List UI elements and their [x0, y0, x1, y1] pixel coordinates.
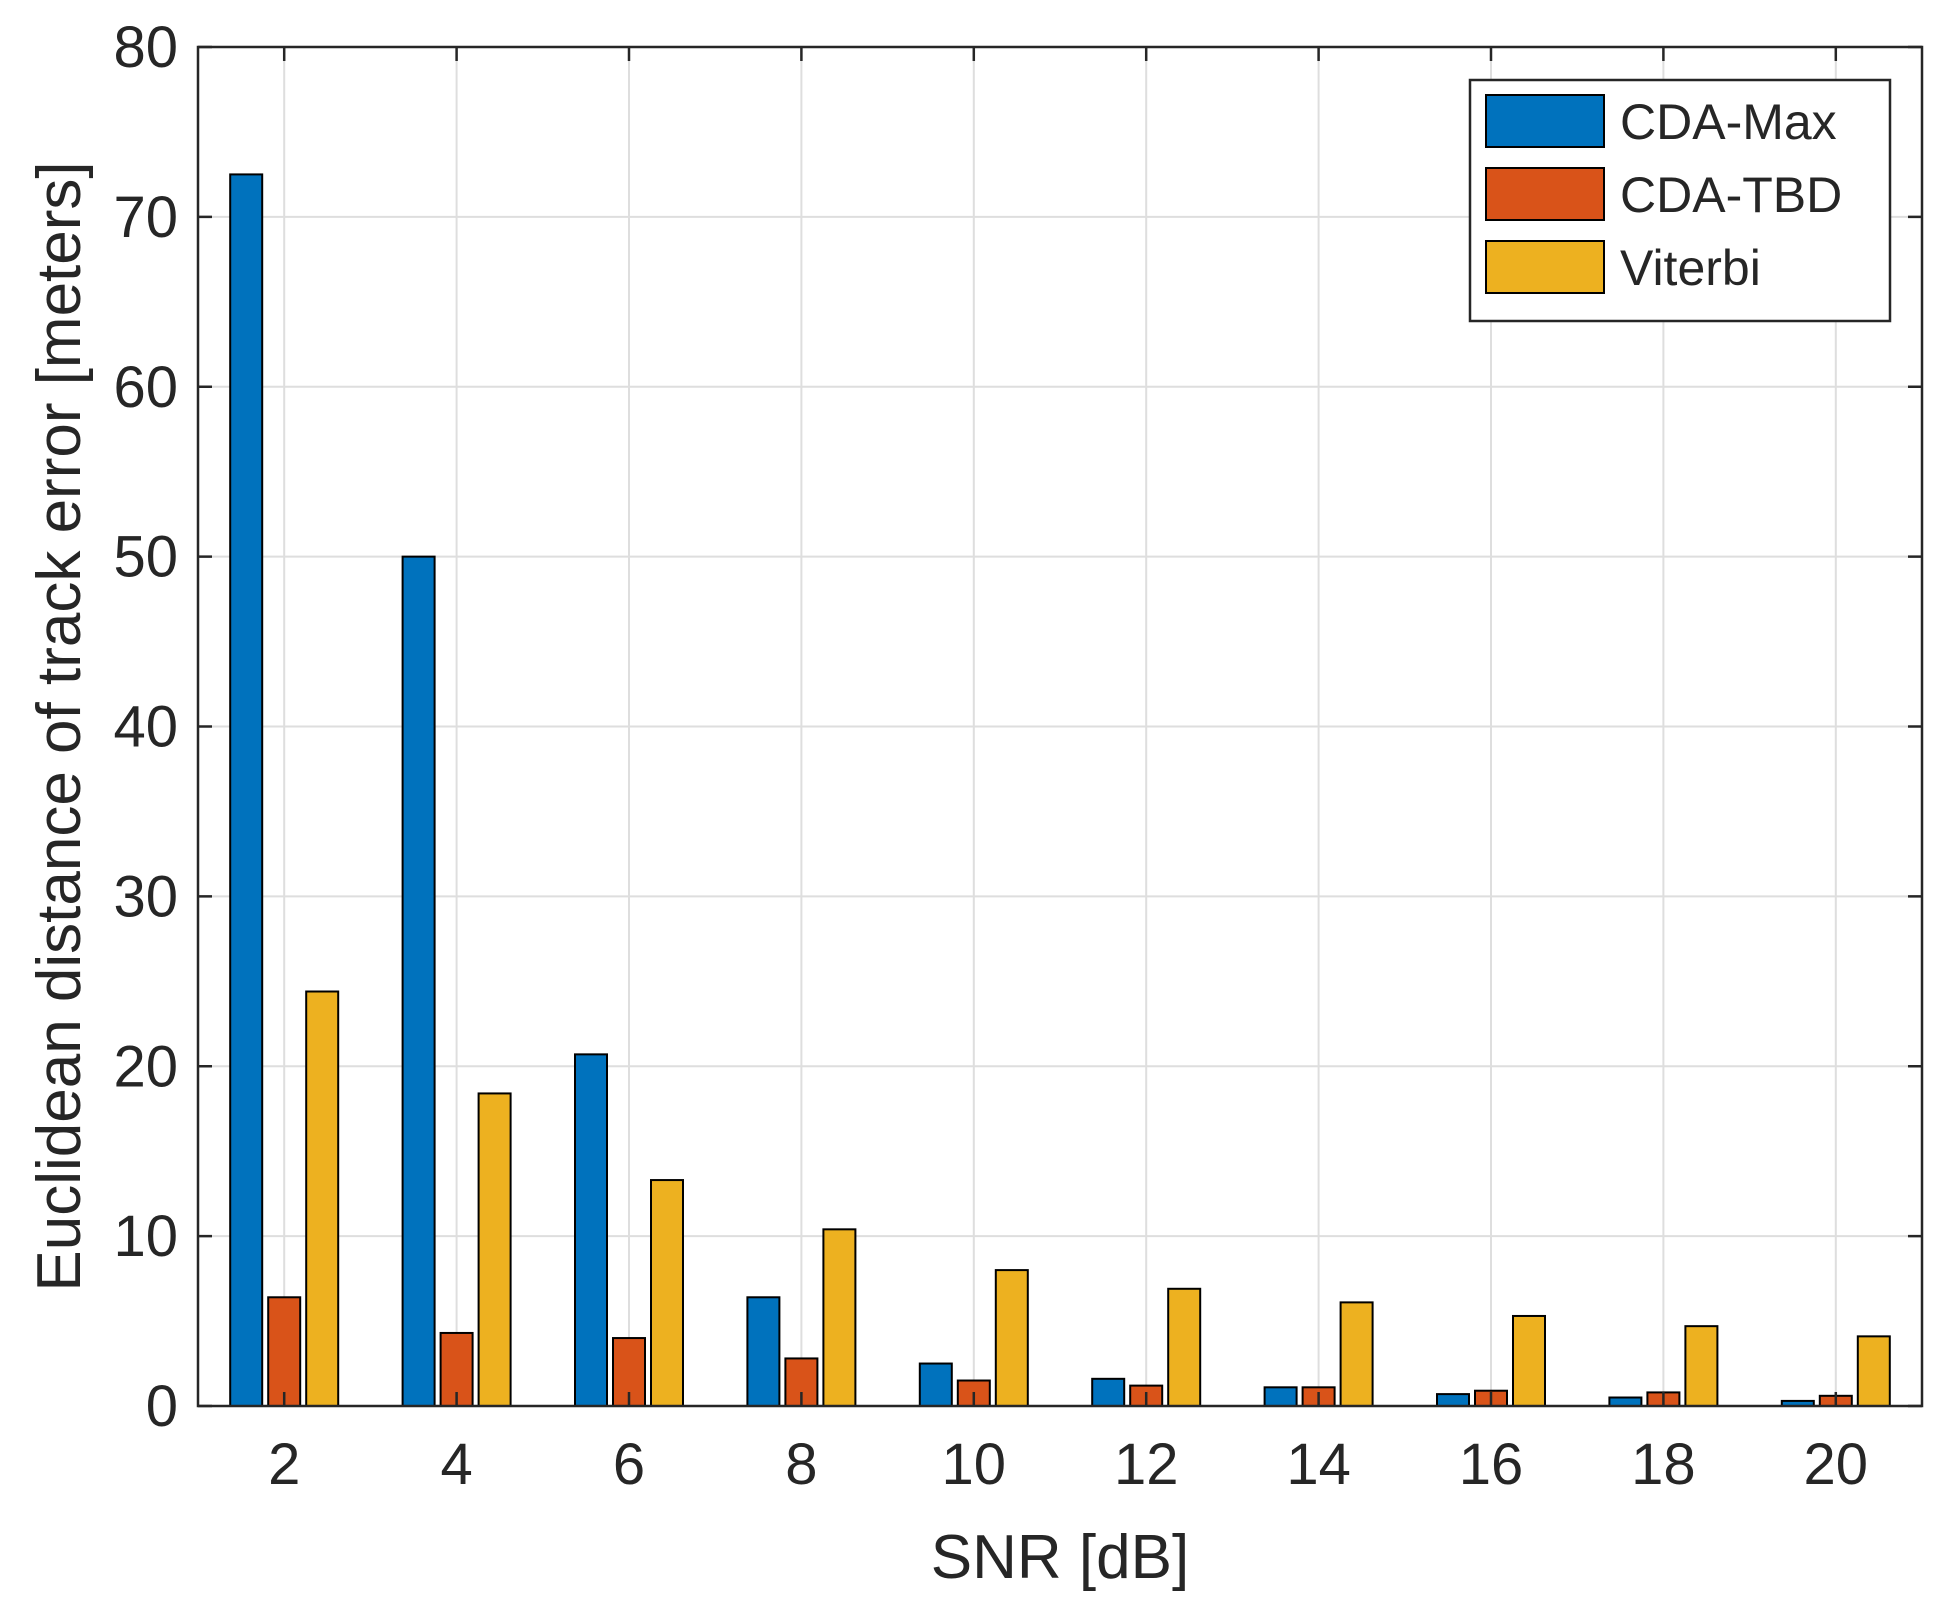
x-tick-label: 20 — [1804, 1432, 1869, 1497]
bar-cda-tbd-2 — [267, 1296, 302, 1408]
bar-cda-max-14 — [1263, 1386, 1298, 1407]
bar-cda-max-16 — [1436, 1393, 1470, 1408]
x-tick-label: 14 — [1286, 1432, 1351, 1497]
x-tick-label: 18 — [1631, 1432, 1696, 1497]
bar-viterbi-2 — [305, 990, 340, 1407]
legend-label-cda-tbd: CDA-TBD — [1620, 167, 1842, 223]
y-tick-label: 70 — [113, 185, 178, 250]
y-tick-label: 80 — [113, 15, 178, 80]
y-tick-label: 40 — [113, 695, 178, 760]
y-tick-label: 60 — [113, 355, 178, 420]
bar-viterbi-18 — [1684, 1325, 1719, 1407]
bar-cda-max-8 — [746, 1296, 781, 1408]
legend-swatch-cda-max — [1485, 94, 1605, 148]
bar-cda-max-18 — [1608, 1396, 1643, 1407]
x-tick-label: 8 — [785, 1432, 817, 1497]
y-tick-label: 50 — [113, 525, 178, 590]
bar-cda-max-10 — [918, 1362, 953, 1407]
bar-cda-max-6 — [574, 1053, 608, 1407]
y-tick-label: 0 — [146, 1374, 178, 1439]
bar-viterbi-20 — [1856, 1335, 1891, 1407]
bar-cda-max-4 — [401, 555, 436, 1407]
bar-viterbi-8 — [822, 1228, 857, 1407]
x-tick-label: 2 — [268, 1432, 300, 1497]
x-tick-label: 10 — [942, 1432, 1007, 1497]
legend-swatch-viterbi — [1485, 240, 1605, 294]
bar-viterbi-4 — [477, 1092, 512, 1408]
legend: CDA-Max CDA-TBD Viterbi — [1468, 78, 1892, 323]
bar-cda-max-12 — [1091, 1377, 1126, 1407]
axis-ticks: 0 10 20 30 40 50 60 70 80 2 4 6 8 10 12 14 16 18 20 — [113, 15, 1922, 1497]
x-tick-label: 4 — [440, 1432, 472, 1497]
x-tick-label: 12 — [1114, 1432, 1179, 1497]
legend-swatch-cda-tbd — [1485, 167, 1605, 221]
y-tick-label: 30 — [113, 864, 178, 929]
bar-viterbi-14 — [1339, 1301, 1374, 1407]
bar-viterbi-16 — [1512, 1314, 1546, 1408]
legend-label-viterbi: Viterbi — [1620, 240, 1761, 296]
bar-viterbi-12 — [1167, 1287, 1202, 1408]
grid-lines — [198, 46, 1922, 1407]
bars — [229, 173, 1891, 1408]
y-tick-label: 10 — [113, 1204, 178, 1269]
legend-label-cda-max: CDA-Max — [1620, 94, 1837, 150]
bar-viterbi-6 — [650, 1179, 684, 1408]
x-axis-label: SNR [dB] — [931, 1523, 1189, 1592]
bar-viterbi-10 — [994, 1269, 1029, 1407]
y-tick-label: 20 — [113, 1034, 178, 1099]
x-tick-label: 6 — [613, 1432, 645, 1497]
x-tick-label: 16 — [1459, 1432, 1524, 1497]
y-axis-label: Euclidean distance of track error [meter… — [25, 161, 94, 1291]
bar-cda-max-2 — [229, 173, 264, 1407]
